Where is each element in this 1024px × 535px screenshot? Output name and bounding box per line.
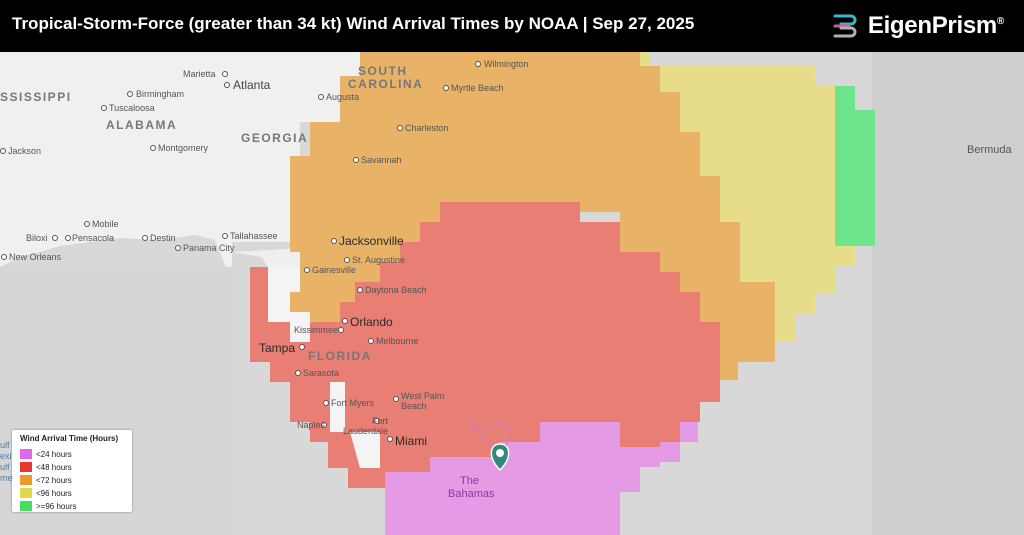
city-label-pensacola: Pensacola: [72, 233, 115, 243]
city-label-biloxi: Biloxi: [26, 233, 48, 243]
city-label-fort-myers: Fort Myers: [331, 398, 375, 408]
country-label-bahamas: Bahamas: [448, 488, 495, 500]
gulf-label-3: ulf: [0, 462, 10, 472]
gulf-label-1: ulf o: [0, 440, 18, 450]
city-label-melbourne: Melbourne: [376, 336, 419, 346]
city-label-marietta: Marietta: [183, 69, 216, 79]
legend-swatch: [20, 449, 32, 459]
wind-arrival-map[interactable]: SSISSIPPI ALABAMA GEORGIA SOUTH CAROLINA…: [0, 52, 1024, 535]
zone-lt72: [290, 52, 775, 380]
city-label-naples: Naples: [297, 420, 326, 430]
legend-item-lt24: <24 hours: [20, 449, 72, 459]
label-bermuda: Bermuda: [967, 144, 1012, 156]
city-label-jacksonville: Jacksonville: [339, 234, 404, 248]
legend-swatch: [20, 501, 32, 511]
city-label-new-orleans: New Orleans: [9, 252, 62, 262]
city-label-west-palm: West Palm: [401, 391, 445, 401]
city-label-gainesville: Gainesville: [312, 265, 357, 275]
city-label-wilmington: Wilmington: [484, 59, 529, 69]
zone-lt48: [250, 202, 720, 488]
city-label-miami: Miami: [395, 434, 427, 448]
zone-lt24: [385, 422, 698, 535]
city-label-panama-city: Panama City: [183, 243, 235, 253]
legend-label: <96 hours: [36, 488, 72, 498]
city-label-birmingham: Birmingham: [136, 89, 185, 99]
state-label-south: SOUTH: [358, 64, 408, 78]
land-florida-interior: [268, 267, 380, 468]
city-dots: [0, 61, 481, 442]
city-label-charleston: Charleston: [405, 123, 449, 133]
city-label-kissimmee: Kissimmee: [294, 325, 339, 335]
country-label-the: The: [460, 475, 479, 487]
legend-item-ge96: >=96 hours: [20, 501, 76, 511]
header-bar: Tropical-Storm-Force (greater than 34 kt…: [0, 0, 1024, 52]
island-bahamas: [468, 421, 513, 447]
gulf-label-2: exic: [0, 451, 17, 461]
city-label-tuscaloosa: Tuscaloosa: [109, 103, 155, 113]
gulf-label-4: meri: [0, 473, 18, 483]
city-label-augusta: Augusta: [326, 92, 360, 102]
city-label-tampa: Tampa: [259, 341, 296, 355]
city-label-st-augustine: St. Augustine: [352, 255, 406, 265]
city-label-daytona-beach: Daytona Beach: [365, 285, 427, 295]
storm-location-icon[interactable]: [490, 443, 510, 472]
land-usa: [0, 52, 360, 282]
state-label-alabama: ALABAMA: [106, 118, 178, 132]
city-label-mobile: Mobile: [92, 219, 119, 229]
city-label-destin: Destin: [150, 233, 176, 243]
legend-swatch: [20, 475, 32, 485]
legend-label: <48 hours: [36, 462, 72, 472]
ocean-far-east: [872, 52, 1024, 535]
legend-title: Wind Arrival Time (Hours): [20, 434, 119, 443]
city-label-fort: Fort: [372, 416, 389, 426]
legend-item-lt96: <96 hours: [20, 488, 72, 498]
state-label-georgia: GEORGIA: [241, 131, 309, 145]
city-label-tallahassee: Tallahassee: [230, 231, 278, 241]
brand-name: EigenPrism®: [867, 12, 1004, 39]
city-label-jackson: Jackson: [8, 146, 42, 156]
city-label-montgomery: Montgomery: [158, 143, 209, 153]
state-label-carolina: CAROLINA: [348, 77, 424, 91]
city-label-lauderdale: Lauderdale: [343, 426, 389, 436]
page-title: Tropical-Storm-Force (greater than 34 kt…: [12, 14, 695, 33]
city-label-savannah: Savannah: [361, 155, 402, 165]
state-label-mississippi: SSISSIPPI: [0, 90, 72, 104]
legend-label: >=96 hours: [36, 501, 77, 511]
city-label-orlando: Orlando: [350, 315, 393, 329]
city-label-atlanta: Atlanta: [233, 78, 271, 92]
state-label-florida: FLORIDA: [308, 349, 372, 363]
brand-logo: EigenPrism®: [832, 12, 1004, 40]
legend-swatch: [20, 488, 32, 498]
map-legend: Wind Arrival Time (Hours) <24 hours <48 …: [12, 430, 132, 512]
eigenprism-logo-icon: [833, 14, 857, 38]
legend-label: <24 hours: [36, 449, 72, 459]
city-label-myrtle-beach: Myrtle Beach: [451, 83, 504, 93]
city-label-west-palm-beach: Beach: [401, 401, 427, 411]
legend-item-lt48: <48 hours: [20, 462, 72, 472]
map-canvas: [0, 52, 1024, 535]
legend-item-lt72: <72 hours: [20, 475, 72, 485]
city-label-sarasota: Sarasota: [303, 368, 340, 378]
legend-swatch: [20, 462, 32, 472]
legend-label: <72 hours: [36, 475, 72, 485]
